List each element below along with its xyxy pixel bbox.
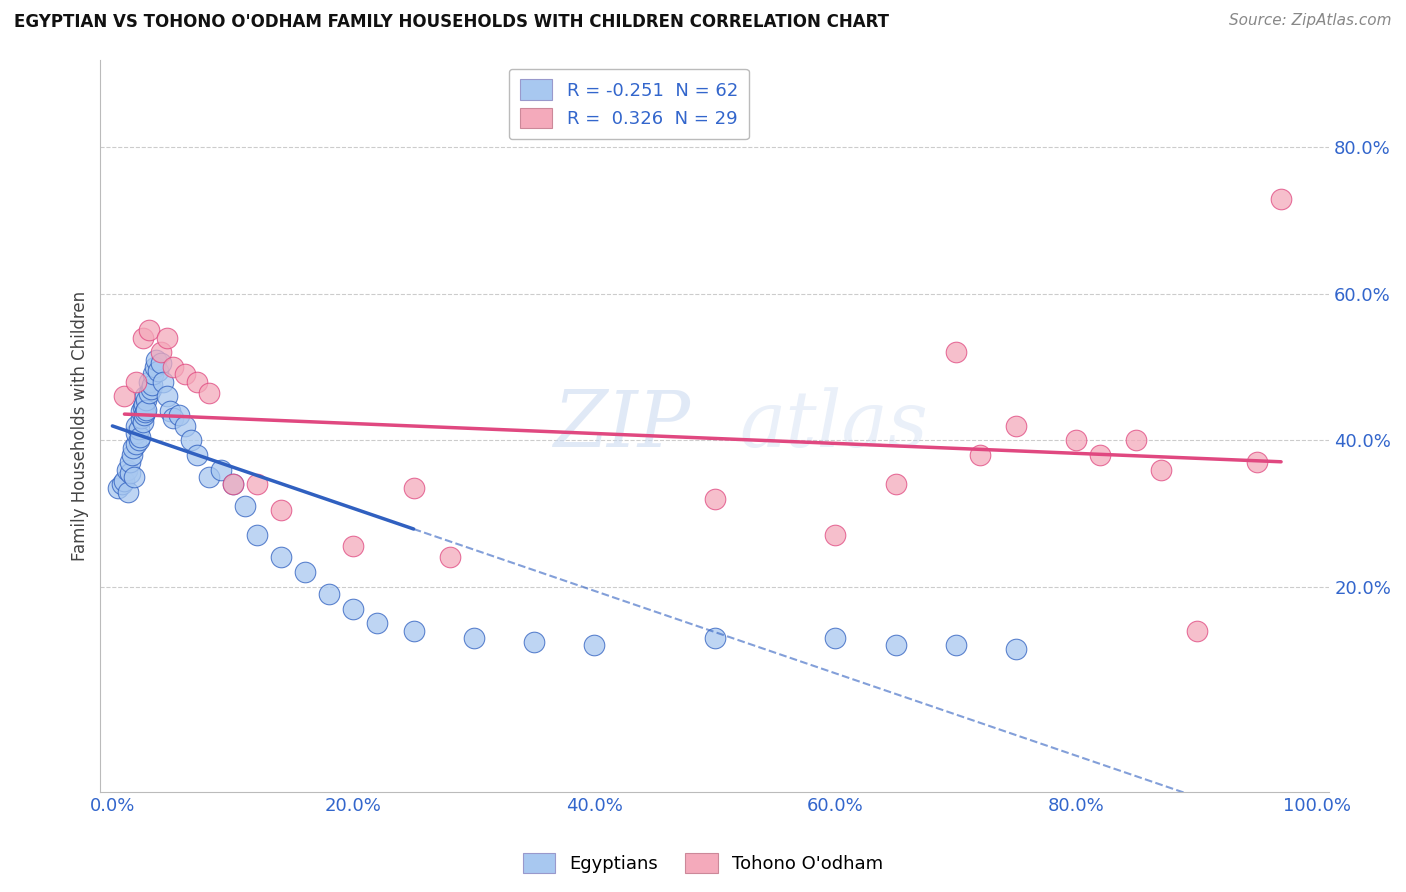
Point bbox=[139, 382, 162, 396]
Text: atlas: atlas bbox=[740, 387, 928, 464]
Point bbox=[138, 385, 160, 400]
Point bbox=[114, 474, 136, 488]
Point bbox=[145, 352, 167, 367]
Point bbox=[884, 477, 907, 491]
Point bbox=[125, 437, 148, 451]
Point bbox=[117, 484, 139, 499]
Point bbox=[186, 375, 208, 389]
Point bbox=[583, 638, 606, 652]
Point bbox=[128, 434, 150, 448]
Point bbox=[1090, 448, 1112, 462]
Point bbox=[233, 499, 256, 513]
Point bbox=[148, 364, 170, 378]
Point bbox=[173, 368, 195, 382]
Point bbox=[294, 565, 316, 579]
Point bbox=[824, 528, 846, 542]
Point bbox=[523, 634, 546, 648]
Point bbox=[270, 503, 292, 517]
Point bbox=[131, 401, 153, 415]
Point bbox=[131, 415, 153, 429]
Text: Source: ZipAtlas.com: Source: ZipAtlas.com bbox=[1229, 13, 1392, 29]
Point bbox=[138, 375, 160, 389]
Text: ZIP: ZIP bbox=[553, 387, 690, 464]
Point bbox=[1005, 418, 1028, 433]
Point bbox=[131, 411, 153, 425]
Point bbox=[143, 360, 166, 375]
Point bbox=[141, 378, 163, 392]
Point bbox=[222, 477, 245, 491]
Point bbox=[1125, 434, 1147, 448]
Point bbox=[366, 616, 388, 631]
Point bbox=[159, 404, 181, 418]
Point bbox=[342, 601, 364, 615]
Point bbox=[111, 477, 134, 491]
Point bbox=[197, 470, 219, 484]
Point bbox=[115, 462, 138, 476]
Point bbox=[167, 408, 190, 422]
Point bbox=[162, 411, 184, 425]
Point bbox=[125, 418, 148, 433]
Point bbox=[121, 448, 143, 462]
Point bbox=[439, 550, 461, 565]
Legend: Egyptians, Tohono O'odham: Egyptians, Tohono O'odham bbox=[516, 846, 890, 880]
Point bbox=[1270, 192, 1292, 206]
Point bbox=[1149, 462, 1171, 476]
Point bbox=[149, 345, 172, 359]
Point bbox=[209, 462, 232, 476]
Point bbox=[125, 425, 148, 440]
Point bbox=[131, 404, 153, 418]
Point bbox=[186, 448, 208, 462]
Point bbox=[703, 491, 725, 506]
Point bbox=[132, 397, 155, 411]
Point bbox=[156, 389, 179, 403]
Point bbox=[149, 356, 172, 370]
Point bbox=[107, 481, 129, 495]
Point bbox=[197, 385, 219, 400]
Point bbox=[135, 392, 157, 407]
Point bbox=[180, 434, 202, 448]
Point bbox=[129, 429, 152, 443]
Point bbox=[125, 375, 148, 389]
Point bbox=[152, 375, 174, 389]
Text: EGYPTIAN VS TOHONO O'ODHAM FAMILY HOUSEHOLDS WITH CHILDREN CORRELATION CHART: EGYPTIAN VS TOHONO O'ODHAM FAMILY HOUSEH… bbox=[14, 13, 889, 31]
Point bbox=[463, 631, 485, 645]
Point bbox=[142, 368, 165, 382]
Point bbox=[156, 331, 179, 345]
Point bbox=[120, 467, 142, 481]
Point bbox=[134, 389, 156, 403]
Point bbox=[1064, 434, 1087, 448]
Point bbox=[122, 441, 145, 455]
Point bbox=[162, 360, 184, 375]
Point bbox=[173, 418, 195, 433]
Point bbox=[246, 528, 269, 542]
Point bbox=[1185, 624, 1208, 638]
Point bbox=[945, 345, 967, 359]
Point bbox=[128, 422, 150, 436]
Point bbox=[222, 477, 245, 491]
Point bbox=[134, 405, 156, 419]
Point bbox=[114, 389, 136, 403]
Point bbox=[402, 481, 425, 495]
Point bbox=[969, 448, 991, 462]
Point bbox=[318, 587, 340, 601]
Point bbox=[131, 331, 153, 345]
Point bbox=[120, 455, 142, 469]
Y-axis label: Family Households with Children: Family Households with Children bbox=[72, 291, 89, 561]
Point bbox=[132, 408, 155, 422]
Point bbox=[122, 470, 145, 484]
Point bbox=[703, 631, 725, 645]
Point bbox=[135, 402, 157, 417]
Point bbox=[342, 540, 364, 554]
Point bbox=[138, 323, 160, 337]
Point bbox=[246, 477, 269, 491]
Point bbox=[402, 624, 425, 638]
Point bbox=[824, 631, 846, 645]
Legend: R = -0.251  N = 62, R =  0.326  N = 29: R = -0.251 N = 62, R = 0.326 N = 29 bbox=[509, 69, 749, 139]
Point bbox=[945, 638, 967, 652]
Point bbox=[270, 550, 292, 565]
Point bbox=[884, 638, 907, 652]
Point bbox=[1005, 642, 1028, 657]
Point bbox=[1246, 455, 1268, 469]
